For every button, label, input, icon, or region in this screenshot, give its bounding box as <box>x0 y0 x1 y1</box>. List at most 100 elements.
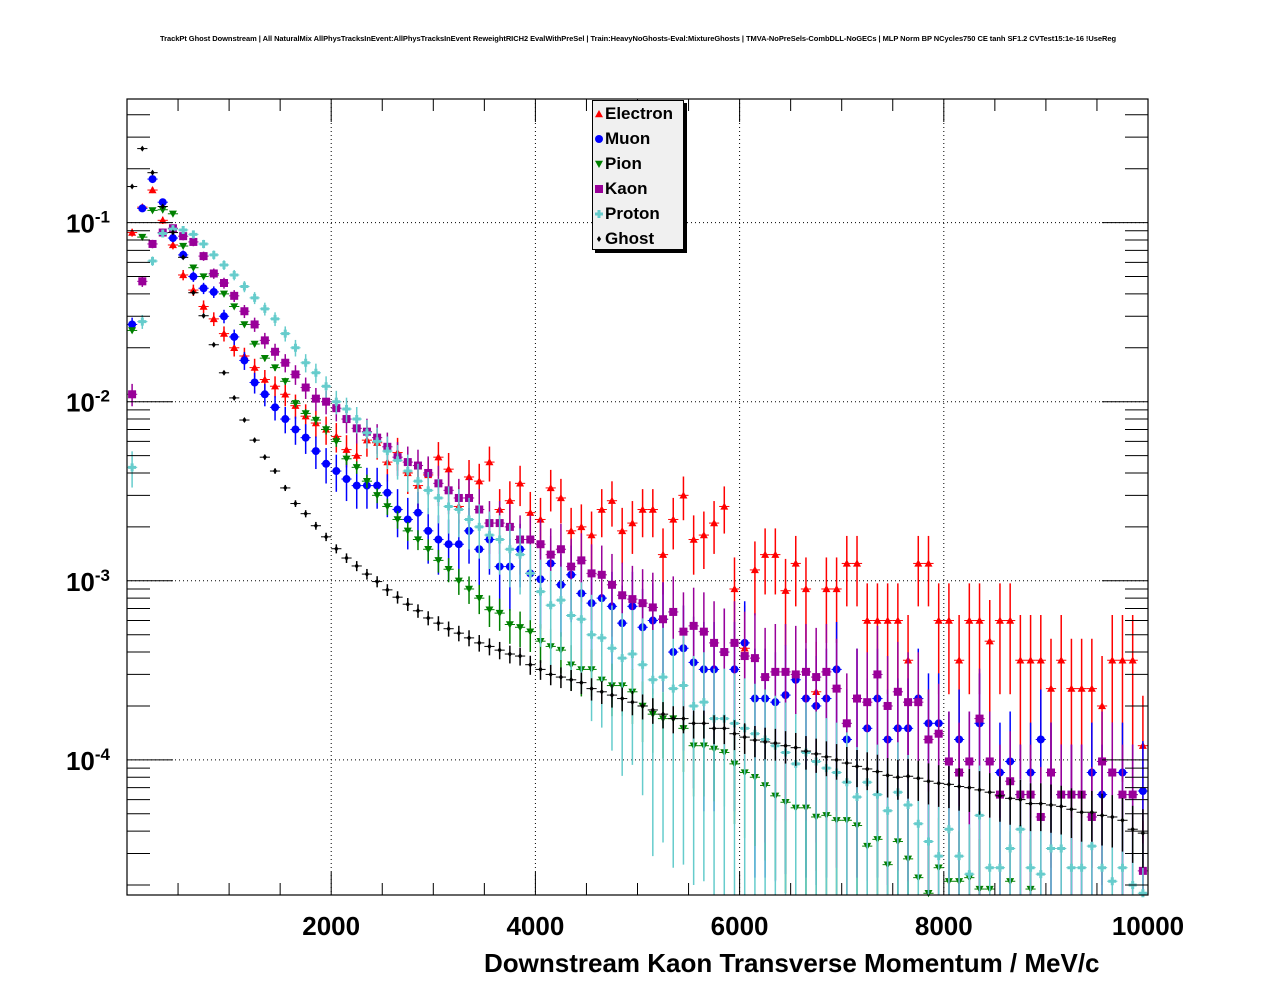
data-point <box>525 544 536 621</box>
data-point <box>178 254 189 261</box>
marker-diamond <box>640 702 645 709</box>
marker-cross <box>1067 863 1076 872</box>
marker-triangle-up <box>975 616 984 624</box>
marker-triangle-up <box>638 505 647 513</box>
marker-triangle-up <box>546 483 555 492</box>
marker-square <box>189 237 198 246</box>
data-point <box>249 317 260 332</box>
marker-cross <box>403 467 412 476</box>
marker-triangle-down <box>158 206 167 214</box>
marker-triangle-up <box>699 531 708 539</box>
marker-cross <box>1077 863 1086 872</box>
marker-triangle-up <box>1098 701 1107 710</box>
x-axis-label: Downstream Kaon Transverse Momentum / Me… <box>484 948 1100 978</box>
triangle-up-marker-icon <box>593 108 605 120</box>
marker-triangle-down <box>291 400 300 408</box>
marker-circle <box>454 540 463 549</box>
data-point <box>1035 783 1046 832</box>
data-point <box>269 312 281 327</box>
data-point <box>708 668 720 895</box>
legend-label: Ghost <box>605 228 655 248</box>
marker-triangle-up <box>465 472 474 481</box>
marker-triangle-up <box>1108 656 1117 664</box>
legend-item-pion: Pion <box>593 151 683 176</box>
data-point <box>208 268 219 279</box>
marker-cross <box>965 870 974 879</box>
legend-label: Kaon <box>605 178 648 198</box>
marker-circle <box>260 390 269 399</box>
data-point <box>851 535 863 607</box>
marker-diamond <box>1008 795 1013 802</box>
marker-square <box>638 599 647 608</box>
marker-square <box>179 232 188 241</box>
data-point <box>494 598 505 631</box>
marker-triangle-up <box>679 491 688 499</box>
marker-diamond <box>1079 809 1084 816</box>
data-point <box>269 396 281 421</box>
marker-diamond <box>579 679 584 686</box>
data-point <box>259 383 270 407</box>
marker-square <box>536 540 545 549</box>
data-point <box>504 609 515 644</box>
data-point <box>259 302 270 316</box>
marker-diamond <box>466 634 472 641</box>
marker-cross <box>199 239 208 248</box>
data-point <box>137 276 148 287</box>
marker-triangle-up <box>924 559 933 567</box>
data-point <box>229 269 240 281</box>
marker-cross <box>546 601 555 610</box>
data-point <box>841 535 852 607</box>
data-point <box>484 595 495 627</box>
marker-diamond <box>814 750 819 757</box>
marker-triangle-up <box>944 616 953 624</box>
data-point <box>372 427 383 459</box>
data-point <box>708 501 720 554</box>
marker-triangle-down <box>260 354 269 363</box>
data-point <box>555 667 567 689</box>
data-point <box>290 500 301 507</box>
data-point <box>300 510 311 518</box>
marker-triangle-down <box>342 455 351 463</box>
marker-diamond <box>732 730 737 737</box>
data-point <box>688 710 699 739</box>
data-point <box>290 399 301 408</box>
data-point <box>280 406 291 434</box>
marker-triangle-down <box>128 327 137 335</box>
marker-cross <box>362 428 371 437</box>
marker-diamond <box>1028 800 1033 807</box>
marker-square <box>944 757 953 766</box>
marker-cross <box>556 596 565 605</box>
data-point <box>545 664 556 686</box>
data-point <box>964 583 975 695</box>
marker-triangle-down <box>383 503 392 511</box>
marker-cross <box>1016 825 1025 834</box>
marker-triangle-up <box>1067 684 1076 692</box>
data-point <box>137 145 148 152</box>
data-point <box>698 652 709 882</box>
data-point <box>331 544 342 554</box>
marker-cross <box>495 535 504 544</box>
marker-square <box>209 269 218 278</box>
marker-diamond <box>364 571 370 578</box>
marker-cross <box>526 569 535 578</box>
marker-cross <box>1108 877 1117 886</box>
data-point <box>208 250 219 260</box>
data-point <box>1127 805 1138 863</box>
marker-diamond <box>487 643 492 650</box>
marker-diamond <box>558 674 564 681</box>
marker-cross <box>454 505 463 514</box>
data-point <box>1086 790 1097 842</box>
marker-triangle-down <box>465 585 474 593</box>
marker-square <box>577 556 586 565</box>
data-point <box>229 303 240 311</box>
marker-cross <box>291 343 300 352</box>
data-point <box>525 615 536 653</box>
marker-square <box>240 307 249 316</box>
data-point <box>239 304 250 319</box>
marker-triangle-up <box>1036 656 1045 664</box>
marker-triangle-up <box>750 565 759 574</box>
data-point <box>341 553 352 563</box>
marker-cross <box>587 630 596 639</box>
marker-cross <box>322 382 331 391</box>
data-point <box>484 638 495 656</box>
